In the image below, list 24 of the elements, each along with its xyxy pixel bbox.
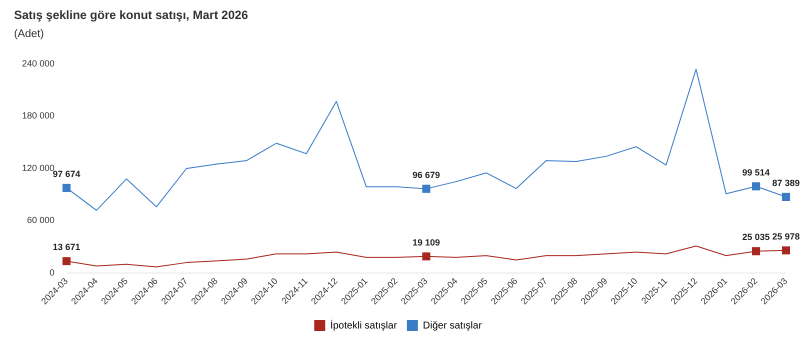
legend-label: Diğer satışlar xyxy=(422,320,482,332)
data-label: 13 671 xyxy=(52,242,80,252)
data-label: 25 978 xyxy=(772,231,800,242)
y-tick-label: 180 000 xyxy=(22,110,55,121)
chart-title: Satış şekline göre konut satışı, Mart 2026 xyxy=(14,8,248,22)
data-label: 25 035 xyxy=(742,232,770,242)
data-label: 19 109 xyxy=(412,237,440,248)
data-label: 96 679 xyxy=(412,170,440,180)
point xyxy=(62,257,71,266)
y-tick-label: 0 xyxy=(50,267,55,278)
data-label: 99 514 xyxy=(742,167,770,178)
point xyxy=(782,246,790,254)
point xyxy=(752,247,760,256)
legend-label: İpotekli satışlar xyxy=(330,319,398,332)
point xyxy=(752,182,760,190)
point xyxy=(422,184,430,193)
point xyxy=(62,184,71,192)
y-tick-label: 240 000 xyxy=(22,58,55,68)
point xyxy=(422,252,430,260)
data-label: 87 389 xyxy=(772,178,800,188)
y-tick-label: 60 000 xyxy=(27,215,55,226)
data-label: 97 674 xyxy=(52,168,80,179)
chart-subtitle: (Adet) xyxy=(14,28,44,40)
point xyxy=(782,192,790,201)
